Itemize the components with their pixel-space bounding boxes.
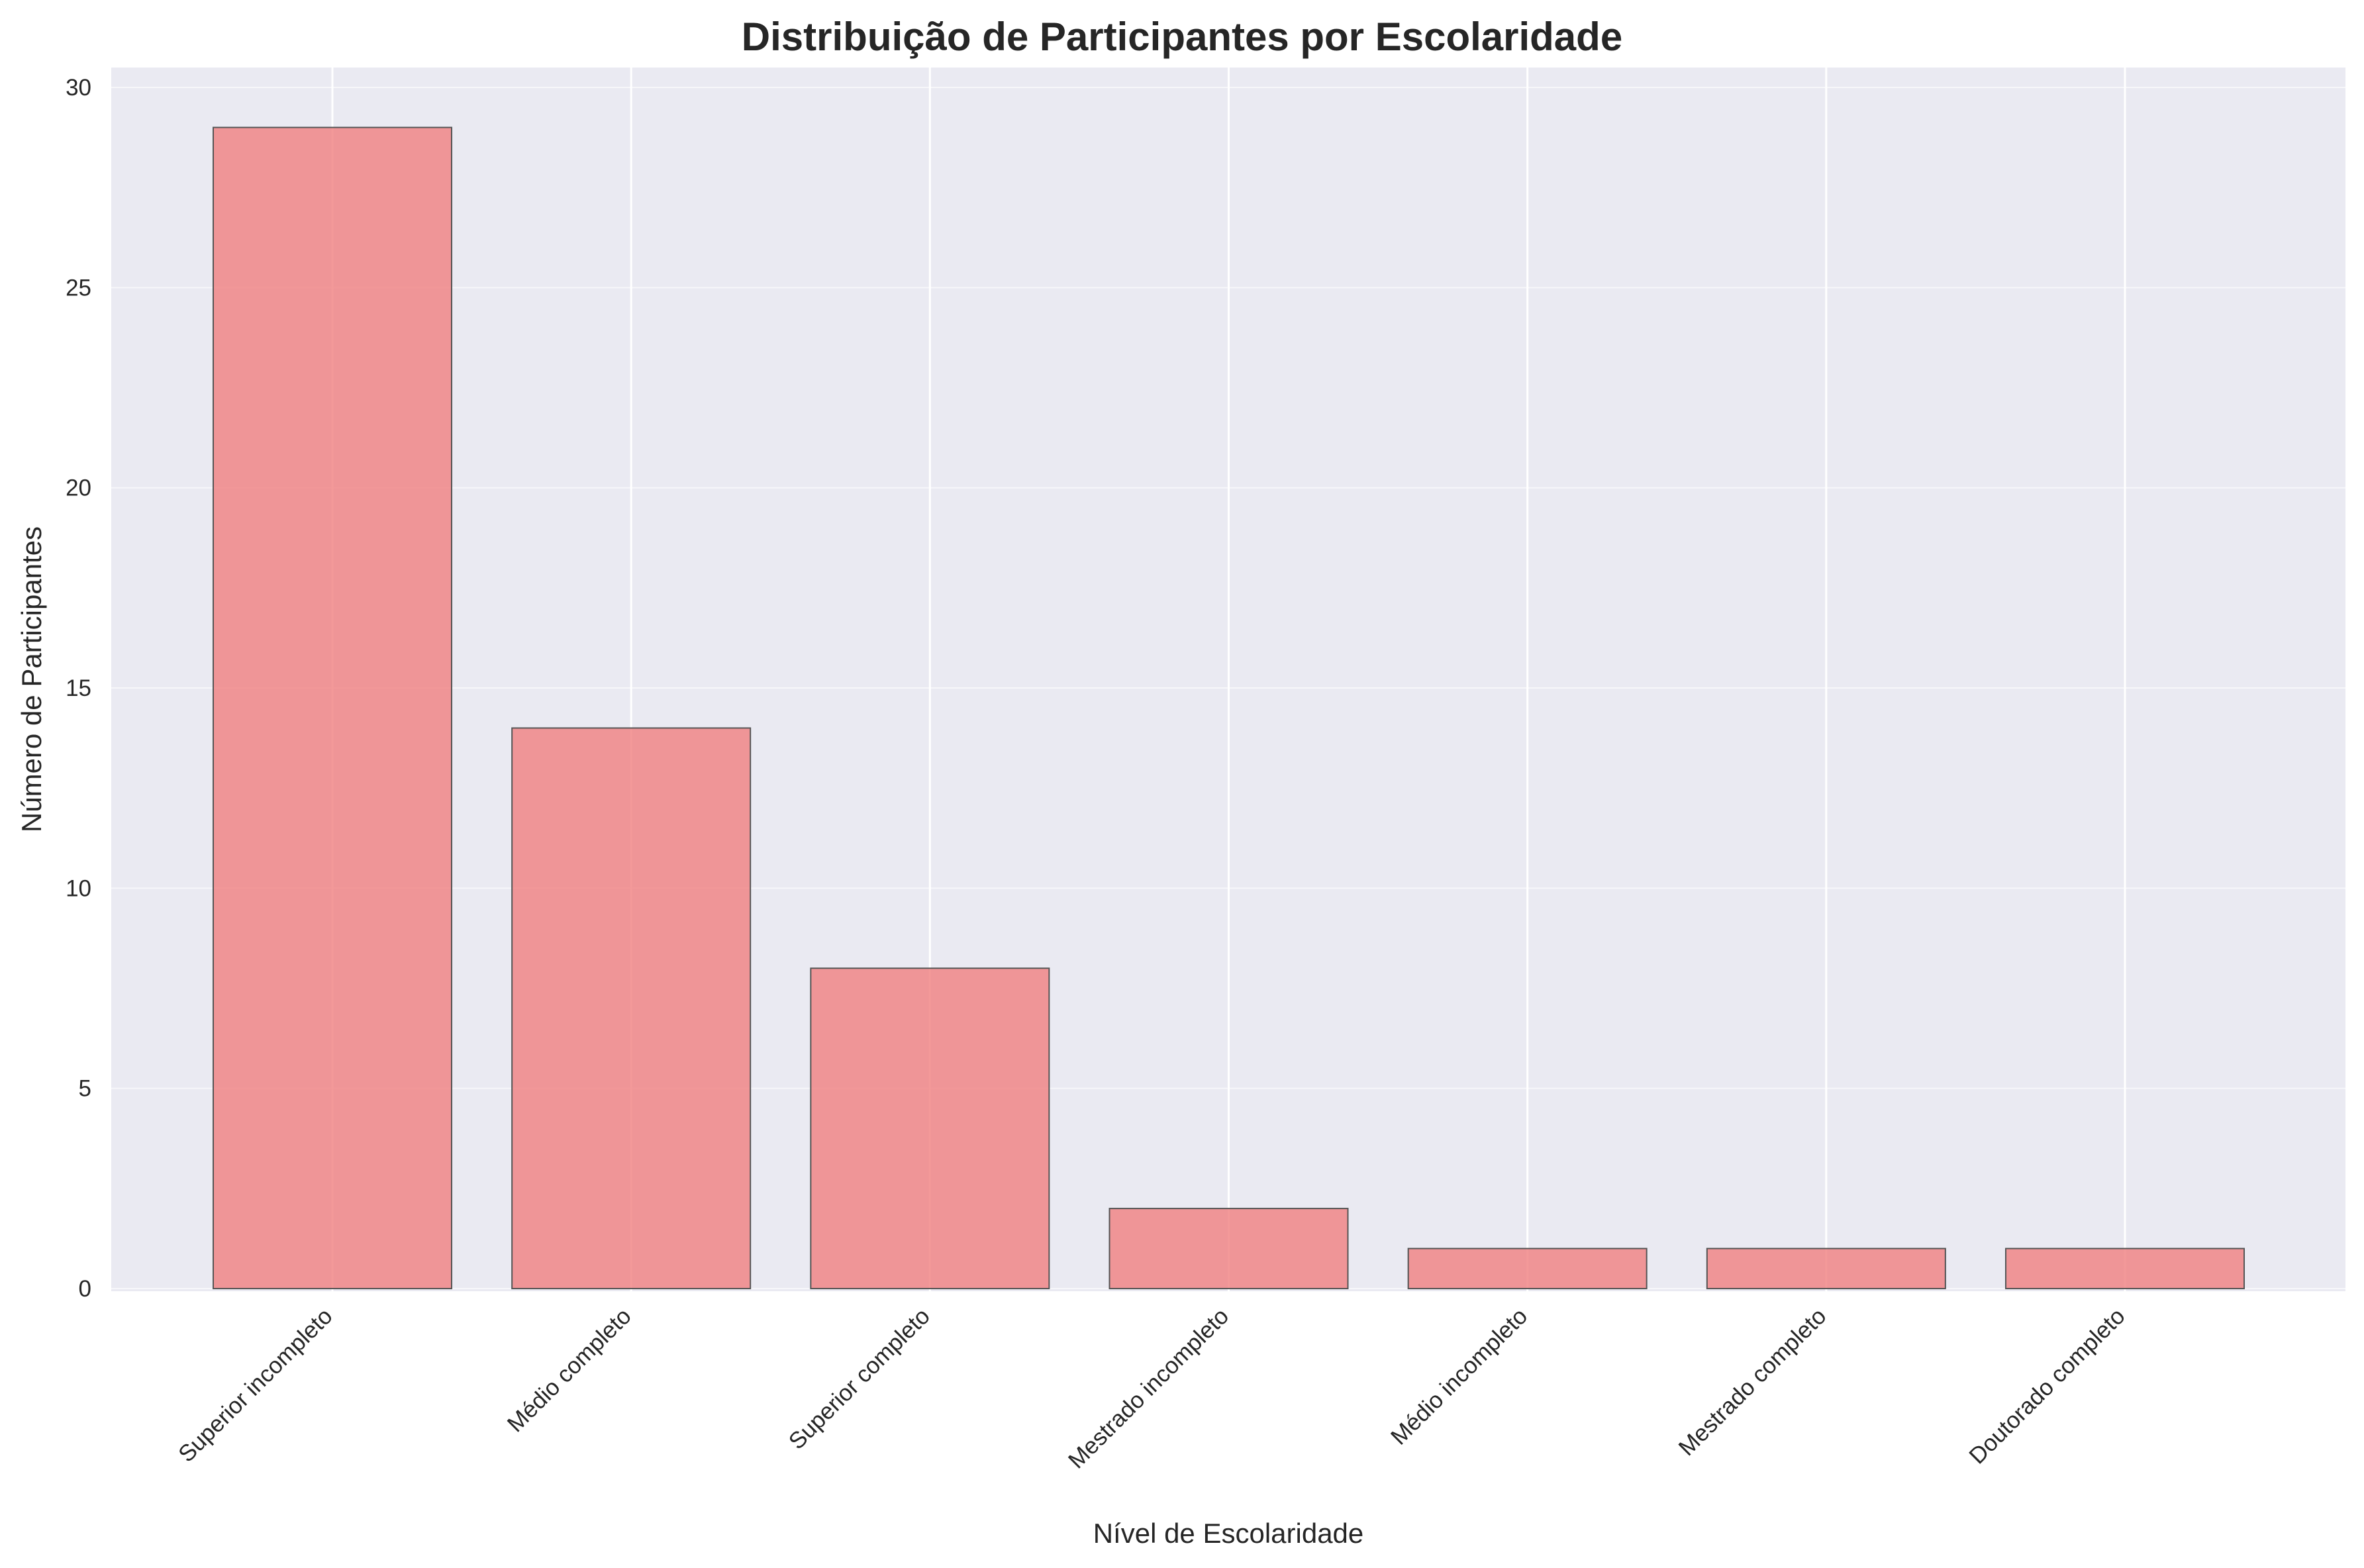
x-tick-label: Doutorado completo — [1964, 1303, 2130, 1469]
x-tick-label: Superior completo — [784, 1303, 935, 1454]
y-tick-labels: 0 5 10 15 20 25 30 — [66, 75, 91, 1302]
x-tick-labels: Superior incompleto Médio completo Superio… — [173, 1303, 2130, 1473]
bars — [213, 126, 2245, 1290]
chart-title: Distribuição de Participantes por Escola… — [742, 15, 1622, 59]
y-tick-label: 20 — [66, 475, 91, 501]
x-tick-label: Médio completo — [503, 1303, 636, 1437]
x-tick-label: Superior incompleto — [173, 1303, 338, 1467]
y-tick-label: 15 — [66, 675, 91, 701]
x-tick-label: Médio incompleto — [1386, 1303, 1533, 1450]
y-axis-label: Número de Participantes — [16, 526, 47, 832]
bar-6 — [1706, 1248, 1946, 1289]
bar-1 — [213, 126, 452, 1289]
y-tick-label: 5 — [79, 1076, 91, 1102]
bar-7 — [2005, 1248, 2245, 1289]
bar-2 — [511, 727, 752, 1289]
x-tick-label: Mestrado incompleto — [1063, 1303, 1234, 1473]
bar-4 — [1108, 1208, 1349, 1289]
y-tick-label: 0 — [79, 1276, 91, 1302]
bar-5 — [1407, 1248, 1648, 1289]
x-axis-label: Nível de Escolaridade — [1093, 1518, 1364, 1549]
bar-3 — [810, 967, 1050, 1290]
y-tick-label: 10 — [66, 875, 91, 901]
y-tick-label: 25 — [66, 275, 91, 301]
x-tick-label: Mestrado completo — [1673, 1303, 1831, 1461]
y-tick-label: 30 — [66, 75, 91, 101]
